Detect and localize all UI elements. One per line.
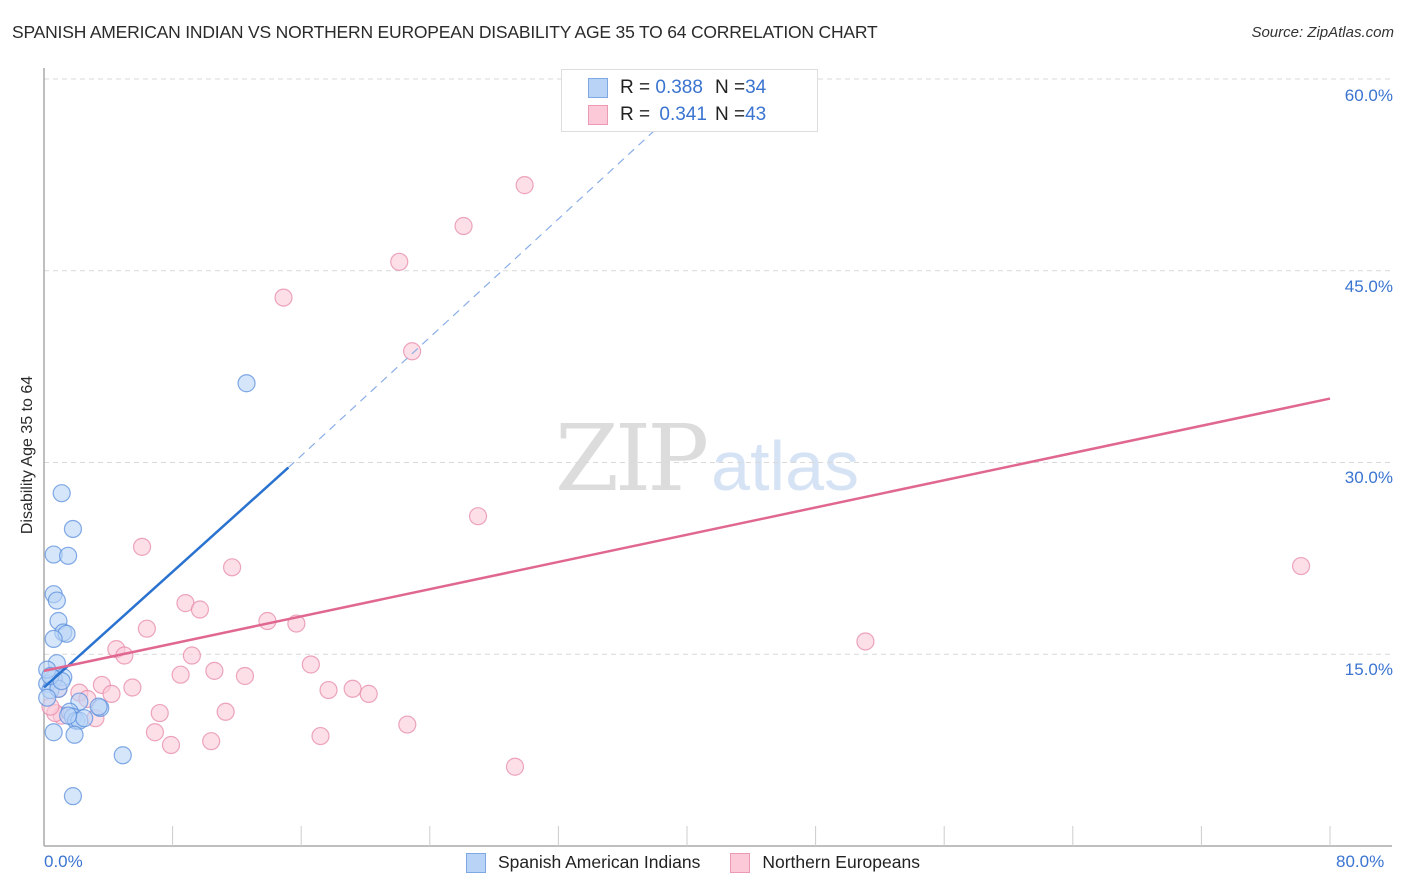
- data-point[interactable]: [237, 374, 256, 393]
- y-tick-45: 45.0%: [1344, 277, 1393, 296]
- data-point[interactable]: [38, 688, 57, 707]
- data-point[interactable]: [171, 665, 190, 684]
- chart-title: SPANISH AMERICAN INDIAN VS NORTHERN EURO…: [12, 22, 878, 42]
- data-point[interactable]: [89, 697, 108, 716]
- legend-item-northern-europeans[interactable]: Northern Europeans: [730, 852, 920, 873]
- data-point[interactable]: [137, 619, 156, 638]
- data-point[interactable]: [235, 666, 255, 686]
- data-point[interactable]: [59, 546, 78, 565]
- data-point[interactable]: [190, 600, 210, 619]
- data-point[interactable]: [343, 679, 362, 698]
- data-point[interactable]: [59, 706, 78, 725]
- blue-trend-extension: [287, 129, 656, 469]
- legend-label: Northern Europeans: [762, 852, 920, 872]
- data-point[interactable]: [150, 703, 169, 723]
- data-point[interactable]: [63, 519, 83, 539]
- data-point[interactable]: [468, 507, 488, 526]
- pink-swatch-icon: [588, 105, 608, 125]
- y-tick-15: 15.0%: [1344, 660, 1393, 679]
- axes: [43, 68, 1392, 847]
- n-value: 34: [745, 77, 767, 98]
- y-axis-label: Disability Age 35 to 64: [19, 375, 36, 535]
- n-value: 43: [745, 104, 767, 125]
- data-point[interactable]: [123, 678, 142, 697]
- blue-swatch-icon: [466, 852, 486, 873]
- data-point[interactable]: [359, 684, 378, 703]
- r-label: R =: [620, 104, 656, 125]
- data-point[interactable]: [274, 288, 293, 307]
- data-point[interactable]: [398, 715, 417, 734]
- data-point[interactable]: [75, 709, 94, 728]
- data-point[interactable]: [202, 732, 221, 751]
- r-value: 0.388: [655, 77, 703, 98]
- legend-label: Spanish American Indians: [498, 852, 701, 872]
- r-label: R =: [620, 77, 656, 98]
- data-point[interactable]: [403, 342, 422, 361]
- data-point[interactable]: [1291, 556, 1311, 576]
- data-point[interactable]: [44, 723, 63, 742]
- data-point[interactable]: [515, 176, 534, 195]
- data-point[interactable]: [65, 725, 84, 744]
- data-point[interactable]: [258, 611, 277, 631]
- data-point[interactable]: [311, 726, 330, 746]
- trend-lines: [43, 129, 1331, 689]
- data-point[interactable]: [505, 757, 525, 776]
- n-label: N =: [715, 104, 746, 125]
- correlation-legend: R = 0.388 N = 34 R = 0.341 N = 43: [561, 69, 818, 132]
- data-point[interactable]: [222, 558, 242, 577]
- data-point[interactable]: [205, 661, 224, 680]
- gridlines: [44, 78, 1392, 655]
- data-point[interactable]: [113, 746, 132, 765]
- data-point[interactable]: [390, 252, 409, 271]
- x-tick-0: 0.0%: [44, 852, 83, 871]
- y-tick-60: 60.0%: [1344, 86, 1393, 105]
- data-point[interactable]: [454, 216, 473, 236]
- data-point[interactable]: [47, 591, 66, 610]
- data-point[interactable]: [102, 684, 121, 703]
- legend-row-northern-europeans: R = 0.341 N = 43: [588, 103, 766, 127]
- n-label: N =: [715, 77, 746, 98]
- blue-trend-line: [43, 466, 290, 689]
- data-point[interactable]: [856, 632, 875, 651]
- blue-swatch-icon: [588, 78, 608, 98]
- data-point[interactable]: [161, 735, 181, 755]
- data-point[interactable]: [44, 629, 63, 649]
- y-tick-30: 30.0%: [1344, 468, 1393, 487]
- pink-trend-line: [43, 397, 1331, 673]
- legend-row-spanish-american-indians: R = 0.388 N = 34: [588, 76, 766, 100]
- spanish-american-indians-points: [38, 374, 256, 806]
- data-point[interactable]: [145, 723, 165, 742]
- data-point[interactable]: [63, 787, 83, 806]
- pink-swatch-icon: [730, 852, 751, 873]
- series-legend: Spanish American Indians Northern Europe…: [466, 852, 950, 873]
- data-point[interactable]: [216, 702, 235, 721]
- data-point[interactable]: [319, 680, 338, 700]
- x-tick-80: 80.0%: [1336, 852, 1385, 871]
- data-point[interactable]: [52, 671, 71, 691]
- data-point[interactable]: [301, 655, 320, 674]
- source-attribution: Source: ZipAtlas.com: [1251, 24, 1394, 41]
- data-point[interactable]: [182, 646, 201, 665]
- legend-item-spanish-american-indians[interactable]: Spanish American Indians: [466, 852, 700, 873]
- northern-europeans-points: [41, 176, 1311, 776]
- data-point[interactable]: [52, 484, 71, 503]
- data-point[interactable]: [132, 537, 152, 556]
- r-value: 0.341: [659, 104, 707, 125]
